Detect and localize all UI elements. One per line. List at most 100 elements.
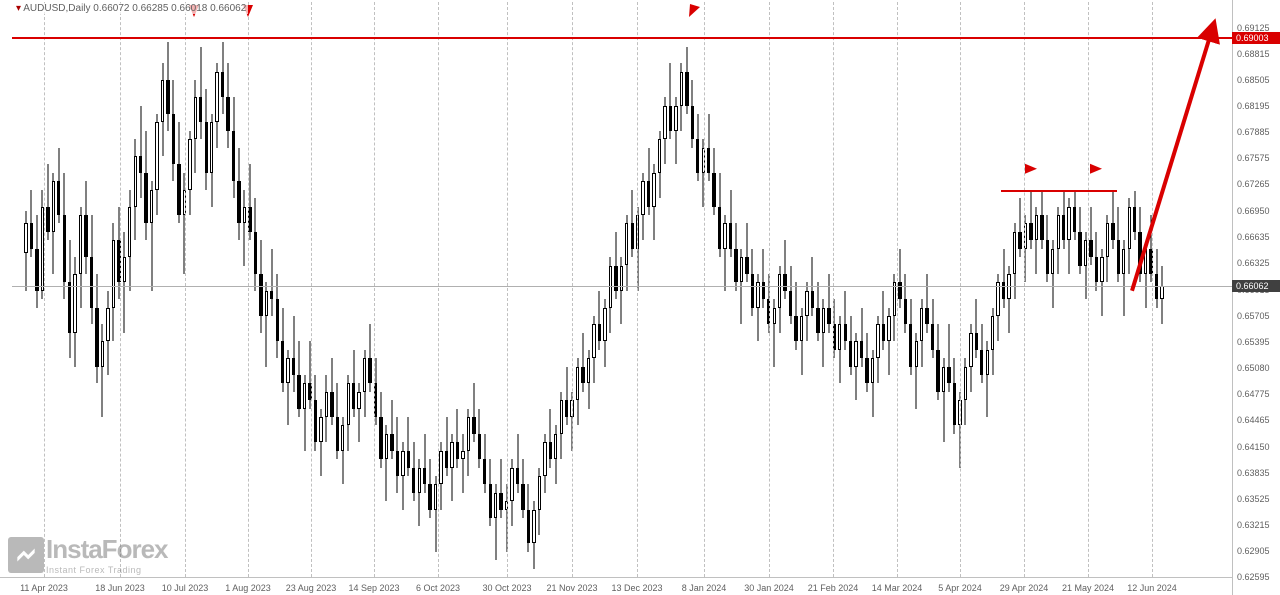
candle <box>527 2 530 577</box>
candle <box>46 2 49 577</box>
candle <box>341 2 344 577</box>
candle <box>1089 2 1092 577</box>
x-tick-label: 30 Jan 2024 <box>744 583 794 593</box>
candle <box>292 2 295 577</box>
candle <box>674 2 677 577</box>
candle <box>712 2 715 577</box>
x-gridline <box>44 2 45 577</box>
x-tick-label: 13 Dec 2023 <box>611 583 662 593</box>
candle <box>838 2 841 577</box>
candle <box>84 2 87 577</box>
candle <box>576 2 579 577</box>
candle <box>379 2 382 577</box>
candle <box>499 2 502 577</box>
candle <box>614 2 617 577</box>
candle <box>876 2 879 577</box>
logo-icon <box>8 537 44 573</box>
candle <box>625 2 628 577</box>
symbol-label: AUDUSD <box>23 3 65 14</box>
candle <box>95 2 98 577</box>
candle <box>237 2 240 577</box>
candle <box>1100 2 1103 577</box>
x-gridline <box>120 2 121 577</box>
candle <box>751 2 754 577</box>
candle <box>975 2 978 577</box>
candle <box>794 2 797 577</box>
y-tick-label: 0.66950 <box>1237 206 1270 216</box>
candle <box>887 2 890 577</box>
candle <box>428 2 431 577</box>
x-gridline <box>833 2 834 577</box>
x-gridline <box>1152 2 1153 577</box>
candle <box>811 2 814 577</box>
candle <box>314 2 317 577</box>
candle <box>286 2 289 577</box>
x-gridline <box>769 2 770 577</box>
candle <box>620 2 623 577</box>
candle <box>652 2 655 577</box>
candle <box>205 2 208 577</box>
candle <box>893 2 896 577</box>
candle <box>1138 2 1141 577</box>
y-axis: 0.691250.688150.685050.681950.678850.675… <box>1232 0 1280 595</box>
candle <box>723 2 726 577</box>
candle <box>882 2 885 577</box>
candle <box>641 2 644 577</box>
candle <box>489 2 492 577</box>
y-tick-label: 0.67575 <box>1237 153 1270 163</box>
candle <box>696 2 699 577</box>
candle <box>35 2 38 577</box>
current-price-tag: 0.66062 <box>1232 280 1280 292</box>
candle <box>412 2 415 577</box>
candle <box>439 2 442 577</box>
candle <box>925 2 928 577</box>
chart-title-bar: ▾ AUDUSD,Daily 0.66072 0.66285 0.66018 0… <box>14 3 248 14</box>
y-tick-label: 0.65395 <box>1237 337 1270 347</box>
candle <box>964 2 967 577</box>
candle <box>467 2 470 577</box>
candle <box>587 2 590 577</box>
x-gridline <box>438 2 439 577</box>
candle <box>30 2 33 577</box>
x-tick-label: 8 Jan 2024 <box>682 583 727 593</box>
candle <box>996 2 999 577</box>
candle <box>352 2 355 577</box>
resistance-price-tag: 0.69003 <box>1232 32 1280 44</box>
candle <box>510 2 513 577</box>
candle <box>150 2 153 577</box>
y-tick-label: 0.68195 <box>1237 101 1270 111</box>
candle <box>936 2 939 577</box>
candle <box>483 2 486 577</box>
x-tick-label: 18 Jun 2023 <box>95 583 145 593</box>
y-tick-label: 0.63215 <box>1237 520 1270 530</box>
candle <box>532 2 535 577</box>
candle <box>1106 2 1109 577</box>
candle <box>456 2 459 577</box>
candle <box>172 2 175 577</box>
candle <box>134 2 137 577</box>
y-tick-label: 0.66325 <box>1237 258 1270 268</box>
candle <box>478 2 481 577</box>
candle <box>52 2 55 577</box>
candle <box>161 2 164 577</box>
x-gridline <box>960 2 961 577</box>
candle <box>822 2 825 577</box>
x-gridline <box>637 2 638 577</box>
candle <box>663 2 666 577</box>
candle <box>904 2 907 577</box>
candle <box>407 2 410 577</box>
x-gridline <box>704 2 705 577</box>
y-tick-label: 0.64150 <box>1237 442 1270 452</box>
candle <box>210 2 213 577</box>
candle <box>90 2 93 577</box>
candle <box>254 2 257 577</box>
plot-area[interactable] <box>12 2 1232 577</box>
candle <box>865 2 868 577</box>
candle <box>554 2 557 577</box>
x-gridline <box>897 2 898 577</box>
x-tick-label: 11 Apr 2023 <box>20 583 68 593</box>
x-tick-label: 12 Jun 2024 <box>1127 583 1177 593</box>
candle <box>1046 2 1049 577</box>
x-tick-label: 29 Apr 2024 <box>1000 583 1049 593</box>
y-tick-label: 0.67885 <box>1237 127 1270 137</box>
